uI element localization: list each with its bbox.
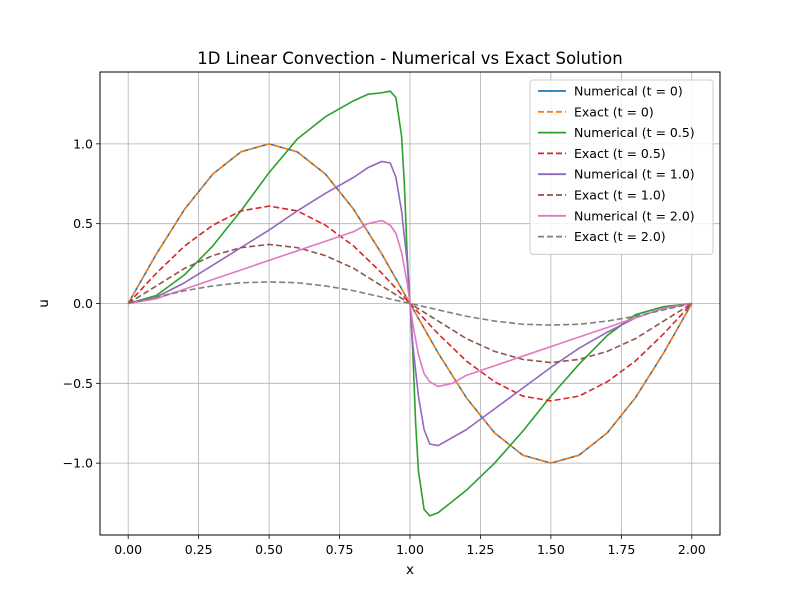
x-tick-label: 0.75 [326, 542, 354, 557]
legend-label: Exact (t = 2.0) [574, 229, 666, 244]
legend-label: Exact (t = 0.5) [574, 146, 666, 161]
legend-box [529, 79, 714, 255]
legend-label: Exact (t = 0) [574, 104, 654, 119]
legend-label: Numerical (t = 0) [574, 84, 683, 99]
x-tick-label: 1.75 [607, 542, 635, 557]
x-tick-label: 1.25 [467, 542, 495, 557]
legend: Numerical (t = 0) Exact (t = 0) Numerical … [529, 79, 714, 255]
x-tick-label: 0.50 [255, 542, 283, 557]
legend-label: Exact (t = 1.0) [574, 188, 666, 203]
y-tick-label: 0.0 [73, 296, 93, 311]
x-tick-label: 0.25 [185, 542, 213, 557]
legend-label: Numerical (t = 2.0) [574, 208, 695, 223]
series-line-7 [128, 281, 692, 326]
series-line-4 [128, 160, 692, 447]
legend-label: Numerical (t = 1.0) [574, 167, 695, 182]
x-tick-label: 2.00 [678, 542, 706, 557]
series-lines [127, 90, 693, 517]
y-tick-label: −0.5 [63, 376, 93, 391]
x-tick-label: 1.00 [396, 542, 424, 557]
y-tick-label: −1.0 [63, 456, 93, 471]
y-tick-label: 1.0 [73, 136, 93, 151]
y-axis-label: u [36, 299, 52, 308]
series-line-1 [127, 143, 693, 464]
x-tick-label: 0.00 [114, 542, 142, 557]
legend-label: Numerical (t = 0.5) [574, 125, 695, 140]
x-tick-label: 1.50 [537, 542, 565, 557]
axis-ticks: 0.00 0.25 0.50 0.75 1.00 1.25 1.50 1.75 2.00 −1.0… [63, 136, 706, 557]
series-line-6 [128, 219, 692, 388]
x-axis-label: x [406, 562, 414, 578]
y-tick-label: 0.5 [73, 216, 93, 231]
chart-title: 1D Linear Convection - Numerical vs Exac… [197, 49, 622, 68]
